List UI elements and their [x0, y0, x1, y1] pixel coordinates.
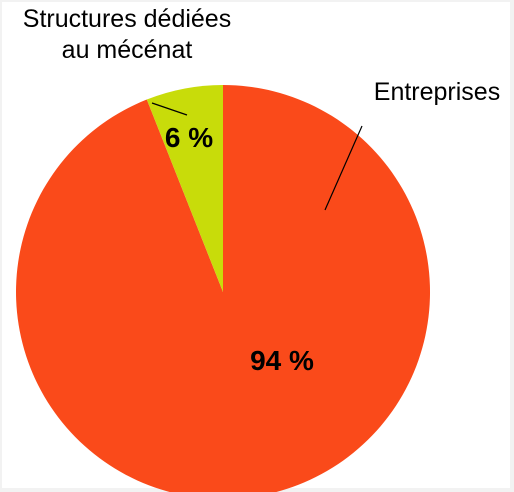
- value-label-0: 94 %: [250, 345, 314, 376]
- leader-lines: [151, 102, 363, 211]
- leader-line-0: [324, 125, 363, 211]
- pie-labels: Entreprises 94 % Structures dédiées au mécé…: [23, 5, 500, 376]
- pie-slices: [16, 85, 431, 492]
- category-label-1: Structures dédiées au mécénat: [23, 5, 231, 64]
- pie-slice-1: [146, 85, 223, 292]
- category-label-line: au mécénat: [62, 36, 193, 64]
- leader-line-1: [151, 102, 188, 116]
- category-label-line: Entreprises: [374, 78, 500, 106]
- pie-slice-0: [16, 85, 431, 492]
- category-label-line: Structures dédiées: [23, 5, 231, 33]
- category-label-0: Entreprises: [374, 78, 500, 106]
- value-label-1: 6 %: [165, 122, 213, 153]
